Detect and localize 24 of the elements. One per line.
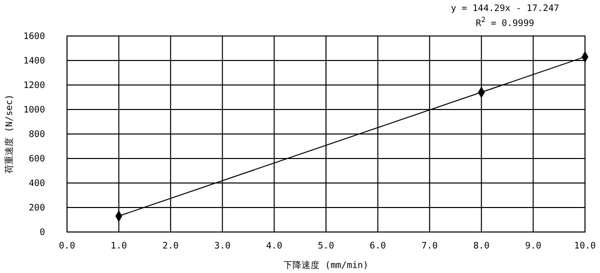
x-tick-label: 4.0 <box>266 241 282 252</box>
x-tick-label: 1.0 <box>110 241 127 252</box>
y-tick-label: 400 <box>28 178 45 189</box>
y-tick-label: 1600 <box>23 32 45 42</box>
x-tick-label: 9.0 <box>525 241 542 252</box>
y-tick-label: 1400 <box>23 56 45 66</box>
x-tick-label: 8.0 <box>473 241 490 252</box>
x-tick-label: 7.0 <box>421 241 438 252</box>
x-tick-label: 5.0 <box>318 241 334 252</box>
y-tick-label: 1000 <box>23 105 45 116</box>
y-tick-label: 800 <box>28 130 45 140</box>
x-tick-label: 3.0 <box>214 241 231 252</box>
x-axis-title: 下降速度 (mm/min) <box>284 260 368 271</box>
y-tick-label: 600 <box>28 154 45 164</box>
x-tick-label: 2.0 <box>162 241 179 252</box>
y-tick-label: 1200 <box>23 80 45 91</box>
text: y = 144.29x - 17.247 <box>450 4 560 14</box>
x-tick-label: 0.0 <box>58 241 76 252</box>
y-tick-label: 0 <box>40 228 45 238</box>
text: R$^{2}$ = 0.9999 <box>476 16 534 29</box>
y-axis-title: 荷重速度 (N/sec) <box>4 94 15 174</box>
x-tick-label: 10.0 <box>574 241 596 252</box>
y-tick-label: 200 <box>28 203 45 214</box>
x-tick-label: 6.0 <box>370 241 386 252</box>
